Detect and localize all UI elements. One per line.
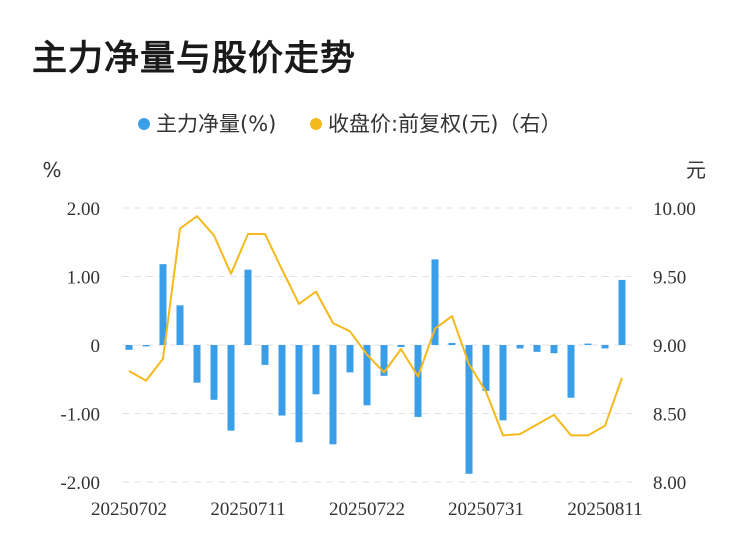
bar [142,345,150,347]
bar [329,345,337,445]
right-axis-tick-label: 9.00 [653,336,686,357]
legend-label: 主力净量(%) [156,112,276,136]
left-axis-tick-label: 0 [91,336,101,357]
bar [550,345,558,354]
right-axis-tick-label: 8.50 [653,405,686,426]
legend-item-net-volume: 主力净量(%) [138,112,276,136]
legend-label: 收盘价:前复权(元)（右） [328,112,561,136]
bar [618,279,626,345]
x-axis-tick-label: 20250731 [448,499,524,520]
legend: 主力净量(%) 收盘价:前复权(元)（右） [138,112,561,136]
bar [380,345,388,376]
bar [261,345,269,365]
left-axis-tick-label: -2.00 [60,473,100,494]
bar [499,345,507,421]
bar [448,342,456,345]
left-axis-unit: % [42,158,61,182]
bar [465,345,473,474]
bar [278,345,286,416]
right-axis-tick-label: 8.00 [653,473,686,494]
bar [159,264,167,345]
bar [533,345,541,352]
legend-item-close-price: 收盘价:前复权(元)（右） [310,112,561,136]
bar [397,345,405,348]
right-axis-tick-label: 10.00 [653,199,696,220]
bar [363,345,371,406]
left-axis-ticks: 2.00 1.00 0 -1.00 -2.00 [60,199,100,494]
bar [601,345,609,349]
legend-marker [138,118,150,130]
page-title: 主力净量与股价走势 [32,39,357,79]
bar [482,345,490,391]
bar [312,345,320,395]
bar [567,345,575,398]
bar [295,345,303,443]
x-axis-ticks: 20250702 20250711 20250722 20250731 20250811 [91,499,643,520]
bar [346,345,354,373]
left-axis-tick-label: 2.00 [67,199,100,220]
bar [584,343,592,345]
bar [414,345,422,417]
x-axis-tick-label: 20250811 [567,499,642,520]
left-axis-tick-label: -1.00 [60,405,100,426]
left-axis-tick-label: 1.00 [67,268,100,289]
line-series [128,215,623,437]
right-axis-ticks: 10.00 9.50 9.00 8.50 8.00 [653,199,696,494]
price-line [128,215,623,437]
x-axis-tick-label: 20250711 [210,499,285,520]
bar [176,305,184,345]
bar [431,259,439,345]
bar [125,345,133,350]
x-axis-tick-label: 20250722 [329,499,405,520]
bar [244,269,252,345]
bar-series [125,259,626,474]
bar [210,345,218,400]
legend-marker [310,118,322,130]
right-axis-tick-label: 9.50 [653,268,686,289]
bar [227,345,235,431]
right-axis-unit: 元 [686,158,706,182]
x-axis-tick-label: 20250702 [91,499,167,520]
bar [193,345,201,383]
bar [516,345,524,349]
gridlines [122,207,632,483]
